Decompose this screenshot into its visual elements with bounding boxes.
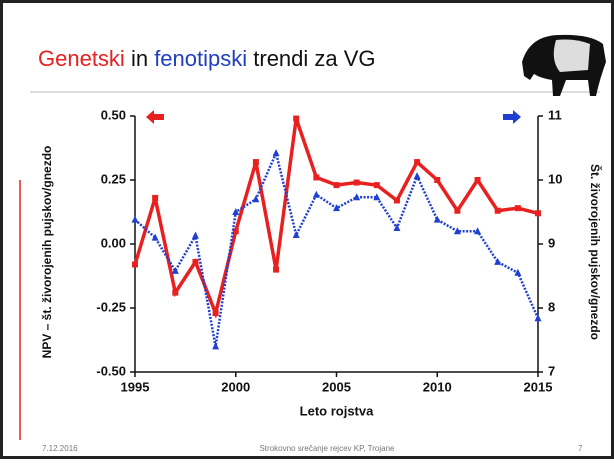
y-tick-label: -0.50 <box>96 363 126 378</box>
point <box>313 174 319 180</box>
x-tick-label: 2005 <box>322 379 351 394</box>
y-tick-label: 0.50 <box>101 107 126 122</box>
y-axis-label: NPV – št. živorojenih pujskov/gnezdo <box>40 146 54 359</box>
y2-axis-label: Št. živorojenih pujskov/gnezdo <box>588 164 603 340</box>
point <box>394 197 400 203</box>
x-tick-label: 1995 <box>121 379 150 394</box>
y2-tick-label: 10 <box>548 171 562 186</box>
y2-tick-label: 9 <box>548 235 555 250</box>
point <box>434 177 440 183</box>
x-tick-label: 2000 <box>221 379 250 394</box>
point <box>132 261 138 267</box>
y-tick-label: 0.25 <box>101 171 126 186</box>
title-part: fenotipski <box>154 46 247 71</box>
y-tick-label: 0.00 <box>101 235 126 250</box>
point <box>253 159 259 165</box>
point <box>293 116 299 122</box>
point <box>454 208 460 214</box>
footer-page: 7 <box>578 444 583 453</box>
y2-tick-label: 7 <box>548 363 555 378</box>
point <box>152 195 158 201</box>
point <box>172 290 178 296</box>
title-part: in <box>125 46 154 71</box>
point <box>192 259 198 265</box>
point <box>414 159 420 165</box>
page: Genetski in fenotipski trendi za VG 7.12… <box>0 0 614 464</box>
point <box>374 182 380 188</box>
title-part: trendi za VG <box>247 46 375 71</box>
footer-text: Strokovno srečanje rejcev KP, Trojane <box>259 444 395 453</box>
y-tick-label: -0.25 <box>96 299 126 314</box>
slide: Genetski in fenotipski trendi za VG 7.12… <box>0 0 614 459</box>
y2-tick-label: 11 <box>548 107 562 122</box>
point <box>495 208 501 214</box>
point <box>213 310 219 316</box>
point <box>475 177 481 183</box>
footer-date: 7.12.2016 <box>42 444 78 453</box>
y2-tick-label: 8 <box>548 299 555 314</box>
point <box>515 205 521 211</box>
point <box>535 210 541 216</box>
x-axis-label: Leto rojstva <box>300 403 374 418</box>
point <box>273 267 279 273</box>
x-tick-label: 2015 <box>524 379 553 394</box>
point <box>354 180 360 186</box>
title-part: Genetski <box>38 46 125 71</box>
x-tick-label: 2010 <box>423 379 452 394</box>
slide-title: Genetski in fenotipski trendi za VG <box>38 46 376 71</box>
point <box>334 182 340 188</box>
